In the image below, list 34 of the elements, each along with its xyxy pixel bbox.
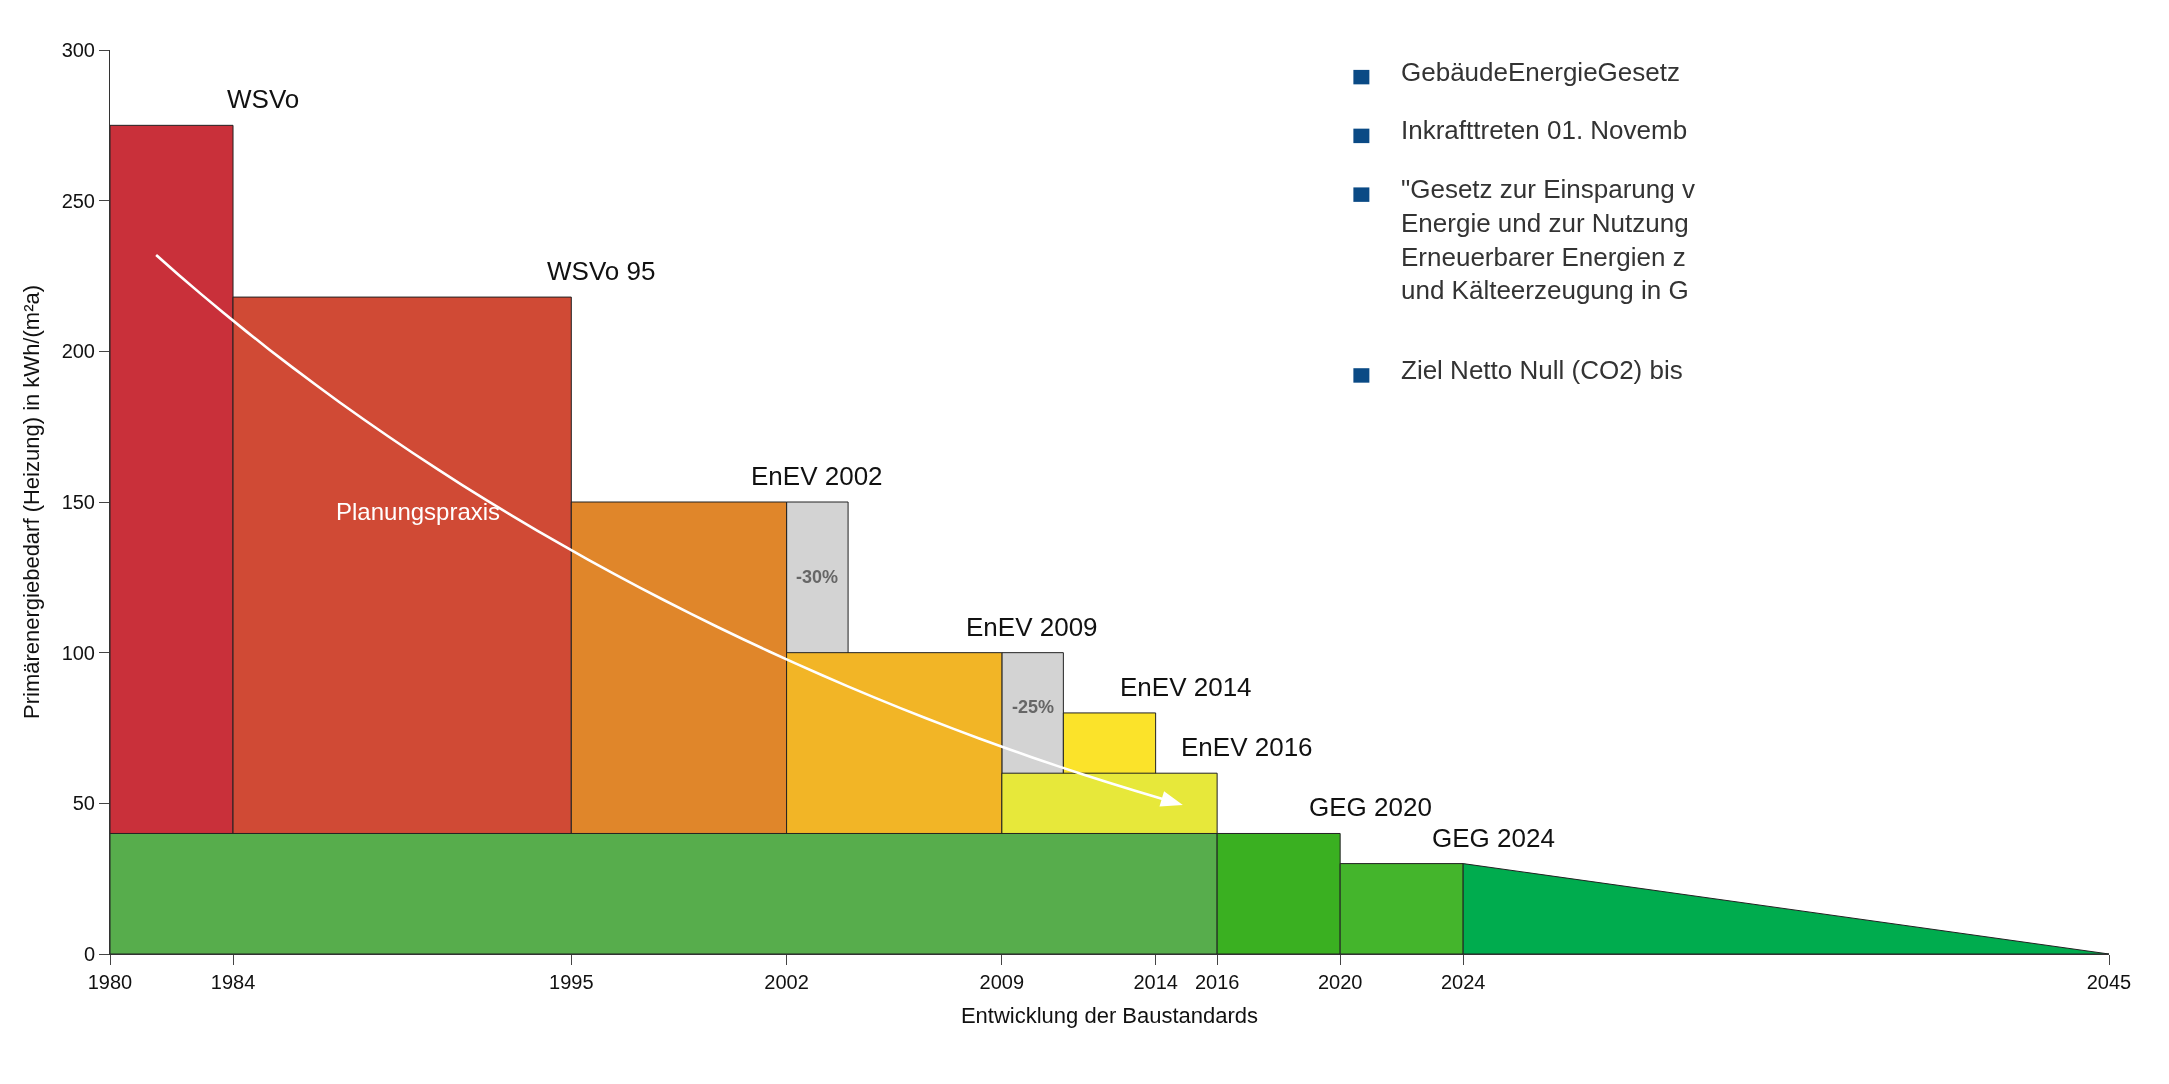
annotation: "Gesetz zur Einsparung v Energie und zur Nutzung Erneuerbarer Energien z und Kälteerzeugung in G	[1401, 174, 1695, 306]
annotation: Inkrafttreten 01. Novemb	[1401, 115, 1688, 145]
y-tick-label: 100	[61, 641, 95, 664]
series-label: WSVo	[227, 84, 300, 114]
x-tick-label: 1984	[210, 971, 256, 993]
y-tick-label: 250	[61, 189, 95, 212]
x-tick-label: 2009	[979, 971, 1025, 993]
y-axis-title: Primärenergiebedarf (Heizung) in kWh/(m²a)	[19, 284, 45, 720]
x-tick-label: 1980	[87, 971, 133, 993]
y-tick-label: 300	[61, 39, 95, 61]
x-tick-label: 2024	[1440, 971, 1486, 993]
x-tick-label: 1995	[549, 971, 594, 993]
annotation: Planungspraxis	[336, 498, 501, 525]
annotation: -30%	[796, 567, 839, 587]
y-tick-label: 50	[72, 792, 95, 815]
annotation: -25%	[1012, 697, 1055, 717]
x-tick-label: 2002	[764, 971, 809, 993]
x-tick-label: 2014	[1133, 971, 1178, 993]
y-tick-label: 150	[61, 491, 95, 513]
series-label: EnEV 2009	[966, 612, 1098, 642]
series-label: EnEV 2002	[751, 461, 883, 491]
series-label: EnEV 2016	[1181, 732, 1313, 762]
x-tick-label: 2016	[1194, 971, 1240, 993]
series-label: EnEV 2014	[1120, 672, 1252, 702]
series-label: GEG 2020	[1309, 792, 1432, 822]
annotation: Ziel Netto Null (CO2) bis	[1401, 355, 1683, 385]
x-axis-title: Entwicklung der Baustandards	[960, 1002, 1259, 1028]
annotation: GebäudeEnergieGesetz	[1401, 57, 1680, 87]
x-tick-label: 2045	[2086, 971, 2132, 993]
series-label: GEG 2024	[1432, 823, 1555, 853]
y-tick-label: 0	[83, 943, 95, 965]
series-label: WSVo 95	[547, 256, 656, 286]
y-tick-label: 200	[61, 340, 95, 363]
x-tick-label: 2020	[1317, 971, 1363, 993]
